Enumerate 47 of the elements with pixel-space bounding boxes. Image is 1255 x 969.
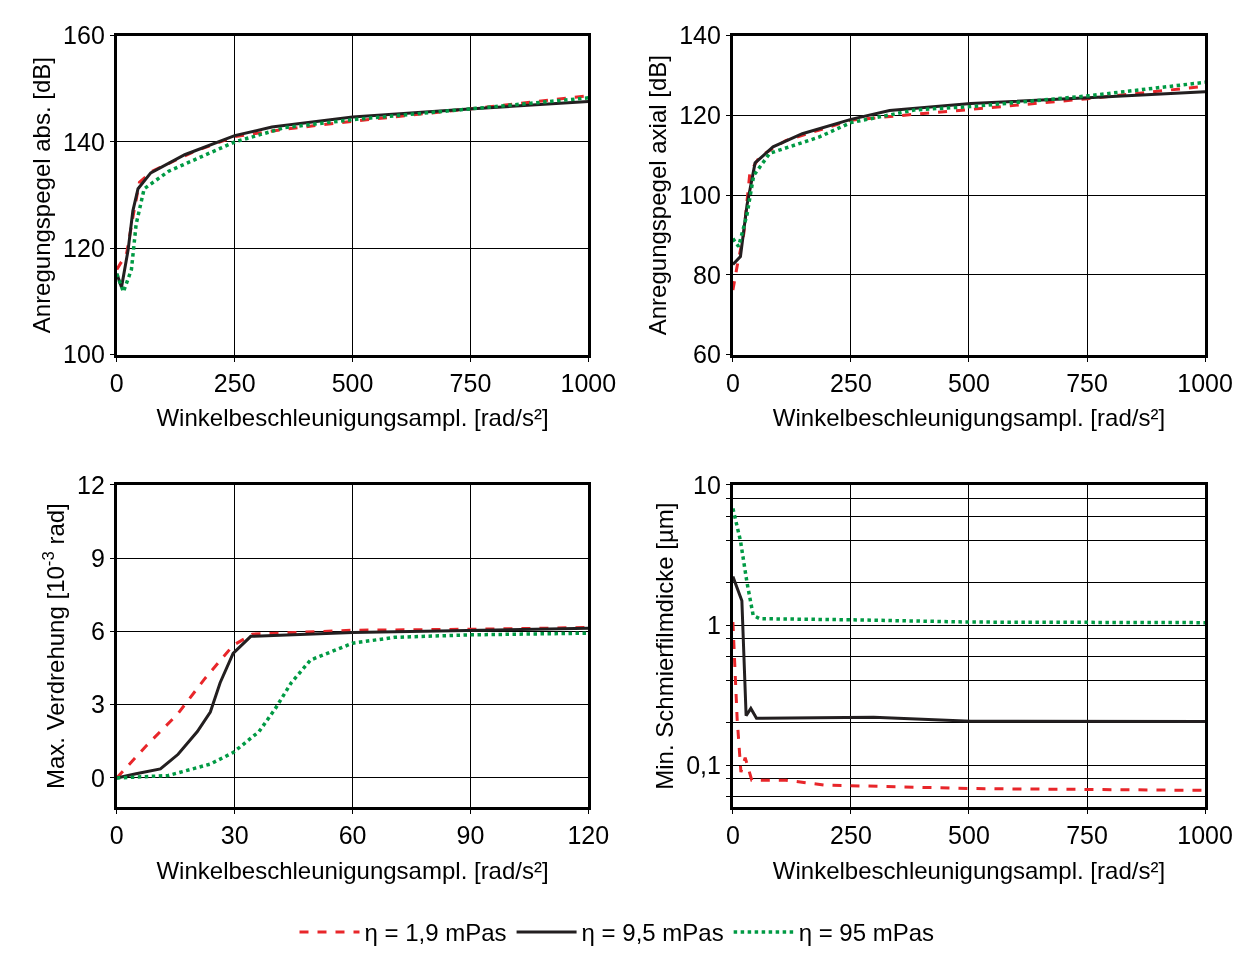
x-axis-title: Winkelbeschleunigungsampl. [rad/s²] <box>156 403 549 431</box>
x-tick-label: 500 <box>948 821 990 850</box>
x-tick-label: 0 <box>725 368 740 397</box>
x-tick-label: 0 <box>725 821 740 850</box>
x-tick-label: 750 <box>1066 368 1108 397</box>
x-tick-label: 250 <box>830 821 872 850</box>
x-axis-title: Winkelbeschleunigungsampl. [rad/s²] <box>156 856 549 884</box>
x-tick-label: 60 <box>338 821 367 850</box>
x-tick-label: 120 <box>567 821 610 850</box>
x-tick-label: 500 <box>948 368 990 397</box>
x-tick-label: 90 <box>456 821 485 850</box>
y-tick-label: 6 <box>90 617 105 646</box>
y-tick-label: 9 <box>90 543 105 572</box>
legend-label: η = 95 mPas <box>798 919 935 947</box>
x-tick-label: 500 <box>331 368 374 397</box>
x-axis-title: Winkelbeschleunigungsampl. [rad/s²] <box>772 856 1166 884</box>
x-tick-label: 1000 <box>560 368 617 397</box>
y-axis-title: Anregungspegel axial [dB] <box>644 55 672 336</box>
x-tick-label: 0 <box>109 821 124 850</box>
x-tick-label: 750 <box>449 368 492 397</box>
x-tick-label: 0 <box>109 368 124 397</box>
y-tick-label: 0 <box>90 763 105 792</box>
y-tick-label: 10 <box>693 470 721 499</box>
legend-label: η = 9,5 mPas <box>581 919 724 947</box>
y-tick-label: 100 <box>63 340 105 369</box>
y-tick-label: 140 <box>679 21 721 50</box>
y-tick-label: 140 <box>63 127 105 156</box>
y-tick-label: 80 <box>693 260 721 289</box>
x-tick-label: 750 <box>1066 821 1108 850</box>
x-tick-label: 1000 <box>1177 368 1233 397</box>
y-tick-label: 120 <box>679 101 721 130</box>
x-tick-label: 1000 <box>1177 821 1233 850</box>
y-tick-label: 100 <box>679 180 721 209</box>
y-tick-label: 3 <box>90 690 105 719</box>
y-tick-label: 0,1 <box>686 750 721 779</box>
y-axis-title: Min. Schmierfilmdicke [µm] <box>651 502 679 790</box>
x-tick-label: 250 <box>213 368 256 397</box>
x-tick-label: 30 <box>220 821 249 850</box>
y-tick-label: 60 <box>693 340 721 369</box>
y-axis-title: Anregungspegel abs. [dB] <box>28 57 56 334</box>
x-axis-title: Winkelbeschleunigungsampl. [rad/s²] <box>772 403 1166 431</box>
x-tick-label: 250 <box>830 368 872 397</box>
y-tick-label: 12 <box>76 470 105 499</box>
y-tick-label: 160 <box>63 21 105 50</box>
legend-label: η = 1,9 mPas <box>364 919 507 947</box>
y-tick-label: 1 <box>706 610 721 639</box>
y-tick-label: 120 <box>63 234 105 263</box>
